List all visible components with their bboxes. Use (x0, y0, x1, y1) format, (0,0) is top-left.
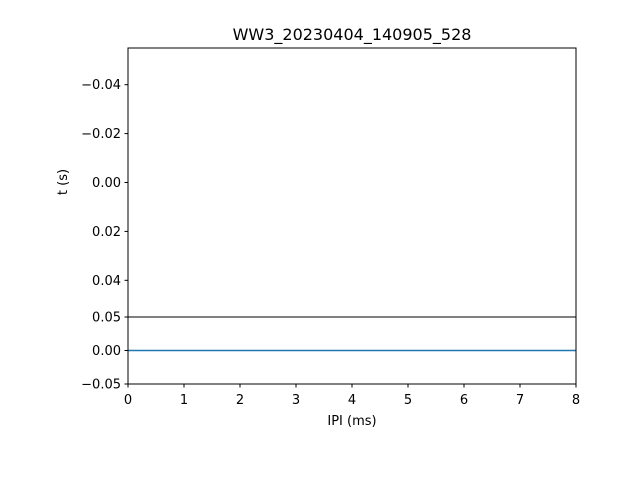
y-tick-label: −0.04 (81, 78, 121, 93)
y-tick-label: 0.00 (92, 176, 121, 191)
y-tick-label: 0.02 (92, 225, 121, 240)
chart-title: WW3_20230404_140905_528 (233, 25, 472, 45)
x-tick-label: 2 (236, 393, 244, 408)
y-tick-label: 0.04 (92, 274, 121, 289)
x-tick-label: 8 (572, 393, 580, 408)
y-tick-label: −0.02 (81, 127, 121, 142)
y-tick-label: −0.05 (81, 378, 121, 393)
top-y-axis-label: t (s) (56, 169, 71, 195)
bottom-x-axis-label: IPI (ms) (327, 414, 376, 429)
x-tick-label: 4 (348, 393, 356, 408)
x-tick-label: 6 (460, 393, 468, 408)
x-tick-label: 5 (404, 393, 412, 408)
y-tick-label: 0.05 (92, 311, 121, 326)
x-tick-label: 3 (292, 393, 300, 408)
x-tick-label: 0 (124, 393, 132, 408)
x-tick-label: 1 (180, 393, 188, 408)
x-tick-label: 7 (516, 393, 524, 408)
y-tick-label: 0.00 (92, 344, 121, 359)
bottom-axes: −0.05 0.00 0.05 0 1 2 3 4 5 6 7 8 (81, 311, 580, 409)
top-axes: −0.04 −0.02 0.00 0.02 0.04 (81, 47, 577, 318)
axes-frame (127, 47, 577, 318)
